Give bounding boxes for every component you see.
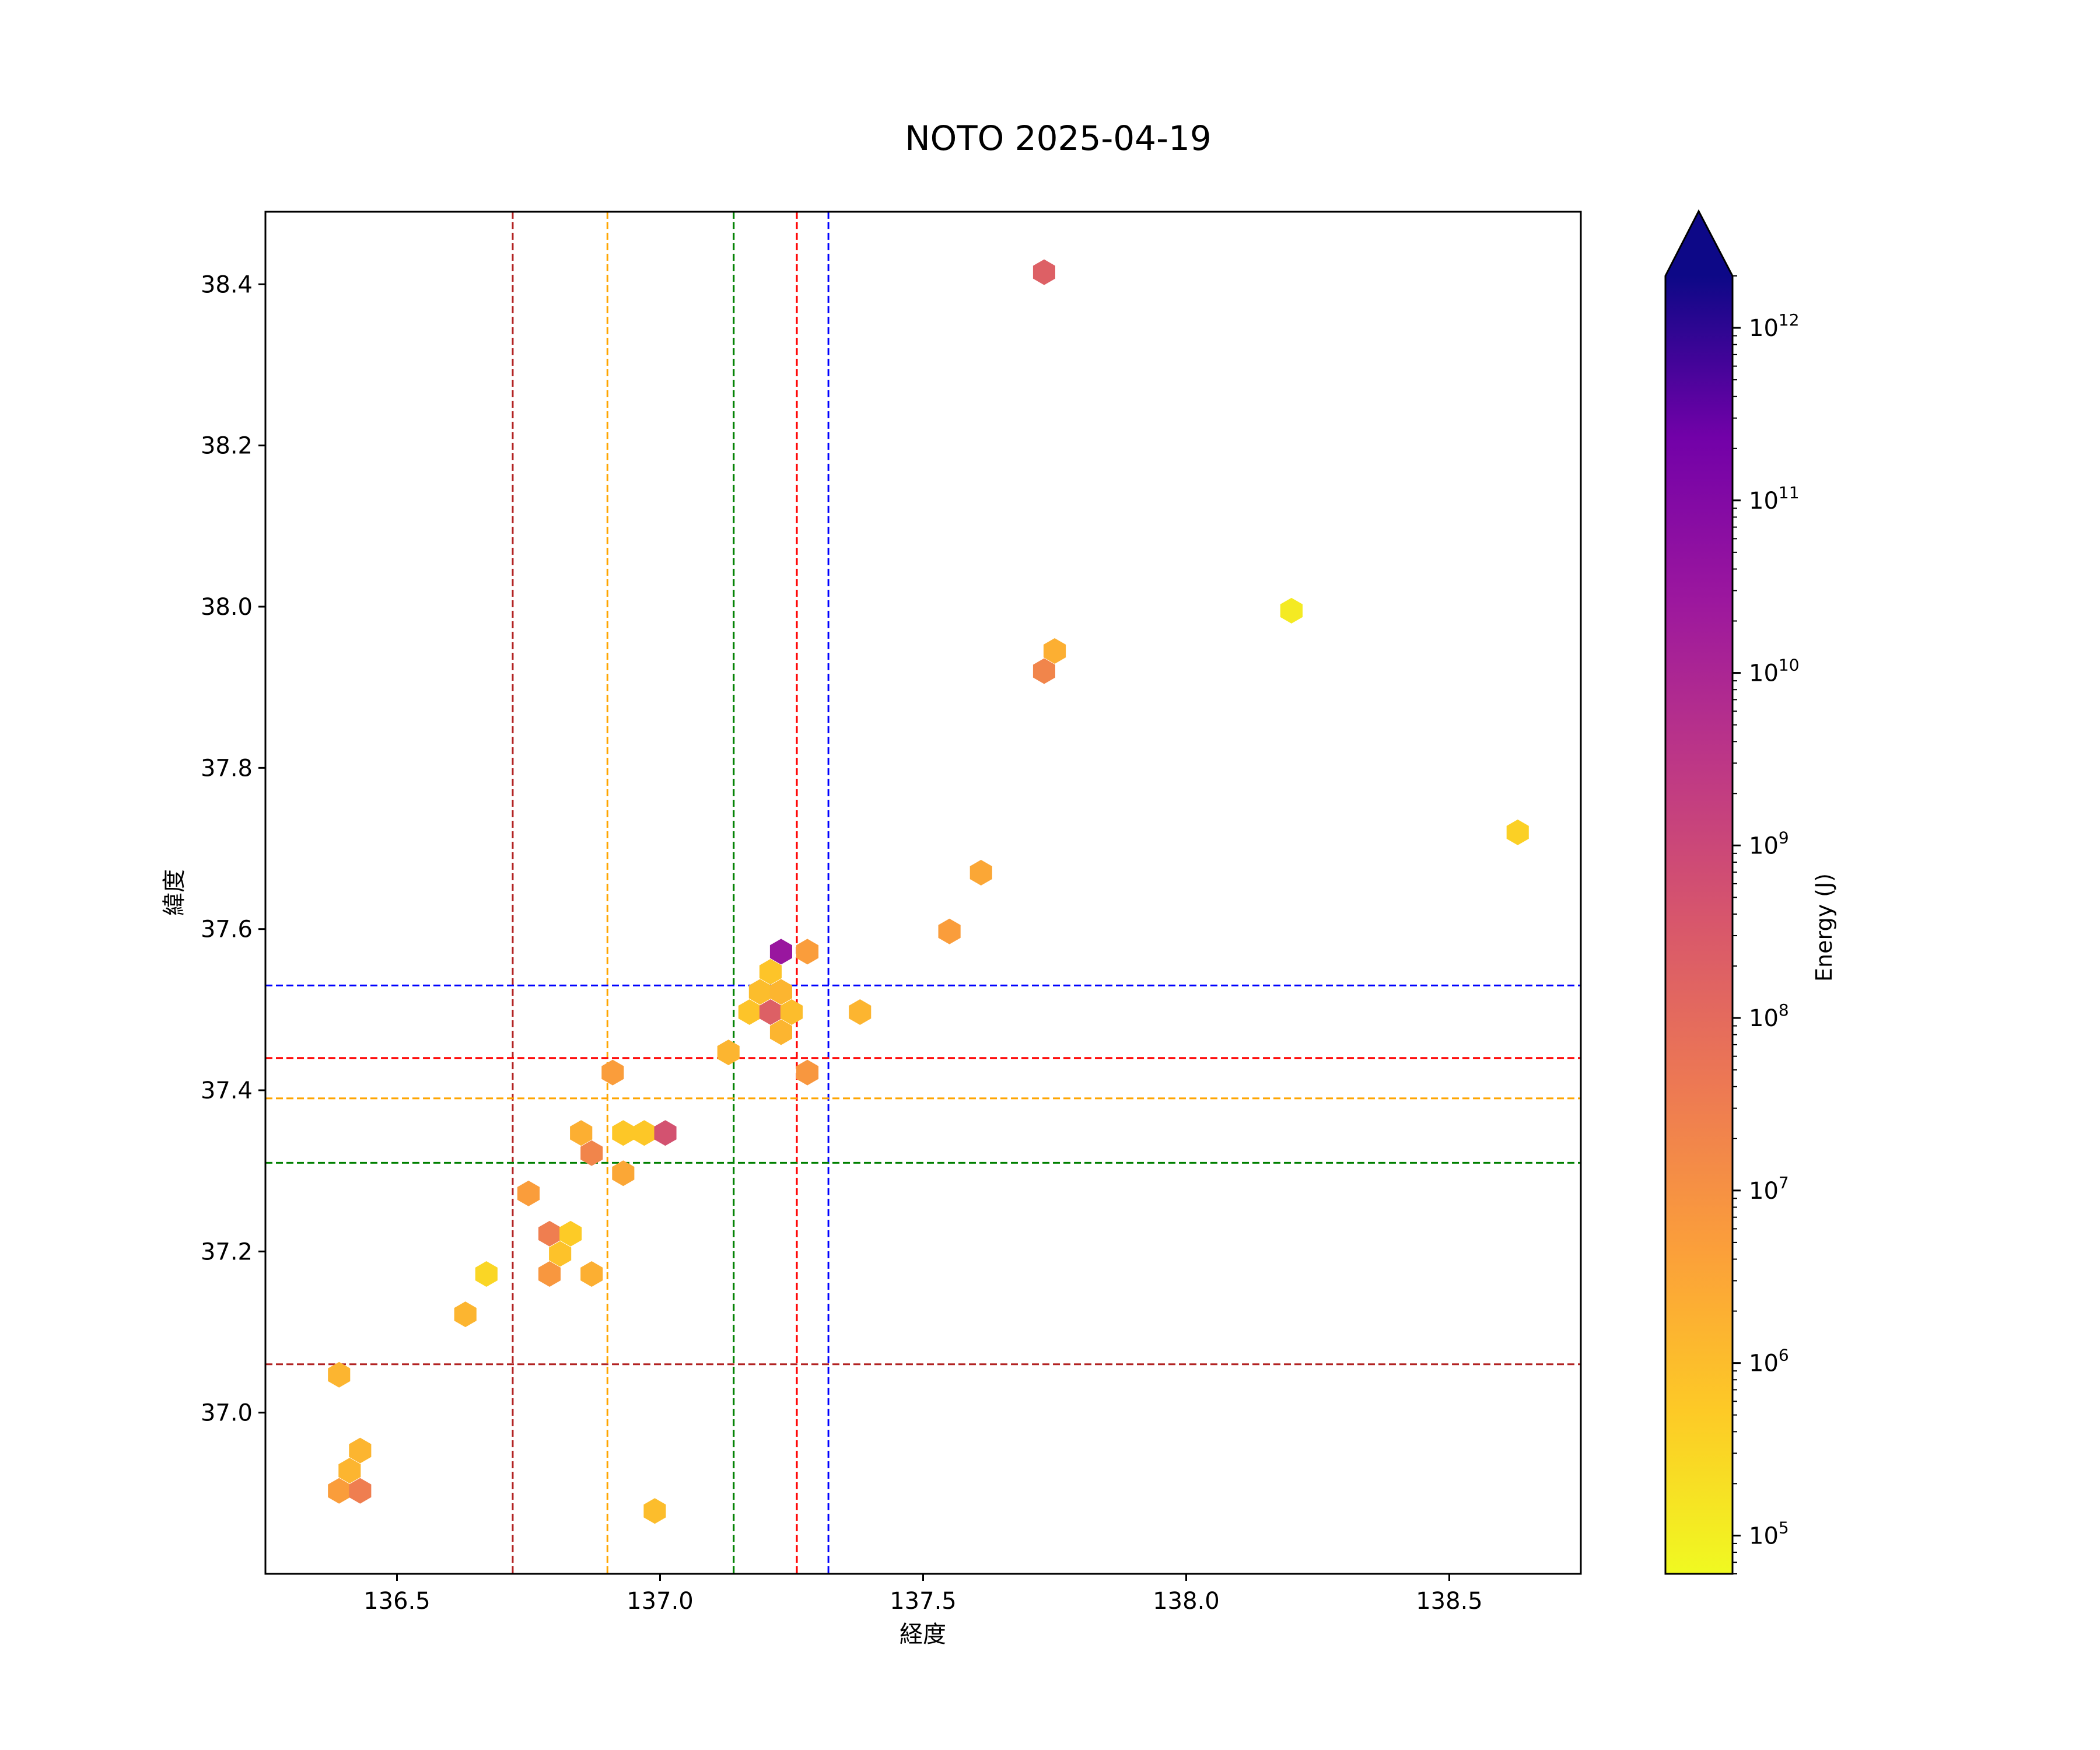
hexbin-cell [570, 1120, 593, 1146]
colorbar-outline [1664, 209, 1734, 1575]
hexbin-cell [601, 1059, 624, 1086]
hexbin-cell [580, 1261, 603, 1287]
hexbin-cell [633, 1120, 656, 1146]
colorbar-tick-label: 105 [1749, 1518, 1789, 1549]
y-tick-label: 37.2 [201, 1238, 253, 1265]
hexbin-cell [559, 1220, 582, 1247]
y-axis-label: 緯度 [161, 869, 188, 916]
hexbin-cell [738, 999, 761, 1025]
colorbar: 105 106 107 108 109 1010 1011 1012 Energy (J) [1664, 209, 1837, 1575]
x-tick-label: 138.0 [1153, 1588, 1220, 1615]
y-axis: 37.0 37.2 37.4 37.6 37.8 38.0 38.2 38.4 [201, 271, 265, 1427]
hexbin-cell [643, 1498, 666, 1524]
hexbin-cell [849, 999, 872, 1025]
reference-lines [265, 212, 1581, 1574]
hexbin-cell [580, 1140, 603, 1166]
hexbin-cell [796, 1059, 819, 1086]
x-tick-label: 137.5 [890, 1588, 957, 1615]
y-tick-label: 37.8 [201, 755, 253, 782]
hexbin-cell [1506, 819, 1529, 845]
hexbin-cell [938, 918, 961, 944]
colorbar-tick-label: 106 [1749, 1346, 1789, 1377]
colorbar-label: Energy (J) [1811, 873, 1837, 982]
colorbar-tick-label: 108 [1749, 1000, 1789, 1032]
y-tick-label: 38.4 [201, 271, 253, 298]
y-tick-label: 37.4 [201, 1077, 253, 1104]
y-tick-label: 38.0 [201, 594, 253, 621]
hexbin-cell [538, 1261, 561, 1287]
x-tick-label: 136.5 [363, 1588, 430, 1615]
hexbin-cell [970, 860, 992, 886]
hexbin-cell [1043, 638, 1066, 664]
hexbin-cell [349, 1437, 372, 1464]
colorbar-tick-label: 1010 [1749, 656, 1800, 687]
hexbin-cell [796, 939, 819, 965]
hexbin-cell [612, 1120, 635, 1146]
colorbar-tick-label: 1011 [1749, 483, 1800, 514]
y-tick-label: 38.2 [201, 433, 253, 460]
hexbin-cell [769, 939, 792, 965]
hexbin-cell [349, 1478, 372, 1504]
hexbin-cells [328, 259, 1529, 1524]
hexbin-cell [748, 979, 771, 1005]
hexbin-cell [769, 979, 792, 1005]
hexbin-cell [475, 1261, 498, 1287]
hexbin-cell [338, 1458, 361, 1484]
hexbin-cell [769, 1019, 792, 1045]
hexbin-cell [717, 1040, 740, 1066]
y-tick-label: 37.0 [201, 1400, 253, 1427]
x-axis-label: 経度 [900, 1621, 946, 1648]
hexbin-cell [1032, 658, 1055, 684]
colorbar-tick-label: 1012 [1749, 310, 1800, 342]
hexbin-cell [759, 999, 782, 1025]
colorbar-gradient [1665, 276, 1732, 1574]
hexbin-cell [328, 1362, 351, 1388]
hexbin-cell [654, 1120, 677, 1146]
hexbin-cell [538, 1220, 561, 1247]
colorbar-extend-arrow [1665, 211, 1732, 276]
colorbar-ticks: 105 106 107 108 109 1010 1011 1012 [1732, 275, 1800, 1574]
hexbin-cell [517, 1180, 540, 1206]
hexbin-cell [1280, 597, 1303, 624]
hexbin-cell [549, 1241, 572, 1267]
hexbin-cell [612, 1160, 635, 1186]
hexbin-cell [328, 1478, 351, 1504]
chart-title: NOTO 2025-04-19 [905, 118, 1212, 158]
colorbar-tick-label: 109 [1749, 828, 1789, 859]
x-axis: 136.5 137.0 137.5 138.0 138.5 [363, 1574, 1483, 1615]
x-tick-label: 138.5 [1416, 1588, 1483, 1615]
colorbar-tick-label: 107 [1749, 1173, 1789, 1205]
hexbin-cell [780, 999, 803, 1025]
hexbin-cell [1032, 259, 1055, 285]
x-tick-label: 137.0 [626, 1588, 694, 1615]
plot-area-frame [264, 211, 1582, 1575]
hexbin-cell [454, 1301, 477, 1328]
hexbin-cell [759, 958, 782, 985]
y-tick-label: 37.6 [201, 916, 253, 943]
